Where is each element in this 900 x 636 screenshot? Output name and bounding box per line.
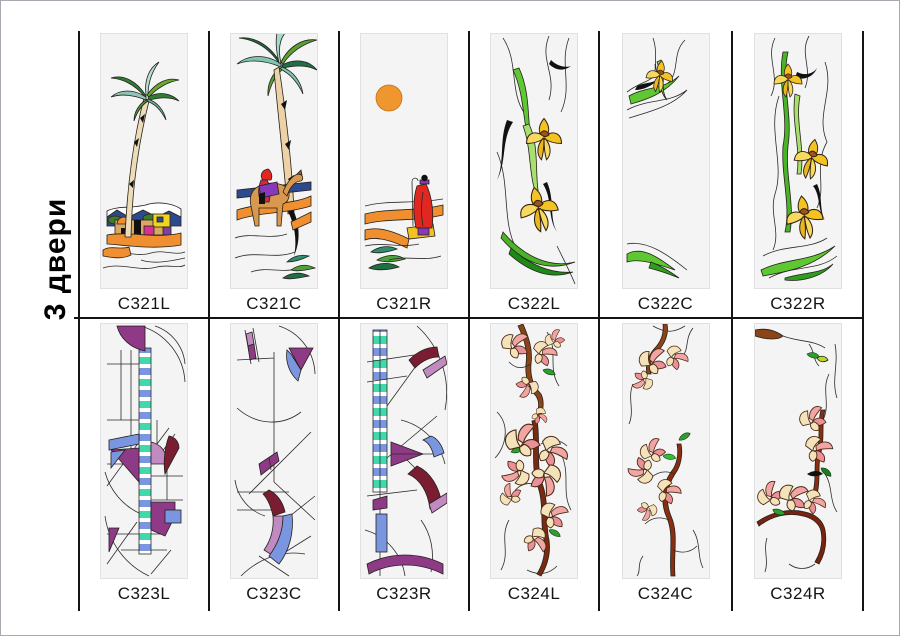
panel-art-palm-village bbox=[102, 61, 186, 269]
panel-art-geometric-arcs bbox=[234, 325, 316, 577]
panel-code-label: C324R bbox=[770, 584, 826, 603]
glass-panel bbox=[100, 33, 188, 289]
panel-art-palm-camel bbox=[234, 34, 317, 280]
panel-code-label: C323R bbox=[376, 584, 432, 603]
panel-cell-c321r: C321R bbox=[339, 33, 469, 314]
panel-art-magnolia-sparse bbox=[625, 324, 703, 577]
panel-cell-c321l: C321L bbox=[79, 33, 209, 314]
panel-cell-c323c: C323C bbox=[209, 323, 339, 604]
glass-panel bbox=[360, 33, 448, 289]
panel-code-label: C324L bbox=[507, 584, 561, 603]
grid-divider-vertical bbox=[862, 31, 864, 611]
grid-divider-vertical bbox=[598, 31, 600, 611]
glass-panel bbox=[490, 323, 578, 579]
grid-divider-vertical bbox=[208, 31, 210, 611]
grid-divider-vertical bbox=[731, 31, 733, 611]
glass-panel bbox=[754, 323, 842, 579]
panel-code-label: C321L bbox=[117, 294, 171, 313]
panel-cell-c321c: C321C bbox=[209, 33, 339, 314]
glass-panel bbox=[621, 323, 710, 579]
section-title-vertical: 3 двери bbox=[39, 197, 72, 321]
sun-icon bbox=[375, 84, 403, 112]
panel-art-geometric-bands bbox=[364, 325, 447, 577]
glass-panel bbox=[100, 323, 188, 579]
panel-code-label: C321C bbox=[246, 294, 302, 313]
glass-panel bbox=[360, 323, 448, 579]
glass-panel bbox=[621, 33, 710, 289]
panel-cell-c322r: C322R bbox=[732, 33, 864, 314]
panel-cell-c324l: C324L bbox=[469, 323, 599, 604]
panel-cell-c324r: C324R bbox=[732, 323, 864, 604]
panel-art-iris-minimal bbox=[626, 37, 687, 279]
grid-divider-vertical bbox=[338, 31, 340, 611]
panel-cell-c323r: C323R bbox=[339, 323, 469, 604]
panel-code-label: C324C bbox=[637, 584, 694, 603]
glass-panel bbox=[230, 323, 318, 579]
panel-cell-c322l: C322L bbox=[469, 33, 599, 314]
panel-art-sun-wanderer bbox=[364, 84, 444, 271]
panel-code-label: C322R bbox=[770, 294, 826, 313]
panel-cell-c323l: C323L bbox=[79, 323, 209, 604]
panel-cell-c324c: C324C bbox=[599, 323, 732, 604]
glass-panel bbox=[230, 33, 318, 289]
panel-art-irises-trail bbox=[760, 35, 838, 281]
panel-art-geometric-ladder bbox=[104, 325, 186, 577]
glass-panel bbox=[754, 33, 842, 289]
panel-art-magnolia-corner bbox=[755, 328, 838, 573]
panel-code-label: C323C bbox=[246, 584, 302, 603]
panel-code-label: C322L bbox=[507, 294, 561, 313]
grid-divider-vertical bbox=[78, 31, 80, 611]
glass-panel bbox=[490, 33, 578, 289]
panel-code-label: C321R bbox=[376, 294, 432, 313]
panel-art-irises-pair bbox=[496, 35, 576, 285]
grid-divider-vertical bbox=[468, 31, 470, 611]
panel-cell-c322c: C322C bbox=[599, 33, 732, 314]
panel-art-magnolia-dense bbox=[494, 324, 572, 577]
grid-divider-horizontal bbox=[74, 317, 864, 319]
panel-code-label: C323L bbox=[117, 584, 171, 603]
panel-code-label: C322C bbox=[637, 294, 694, 313]
